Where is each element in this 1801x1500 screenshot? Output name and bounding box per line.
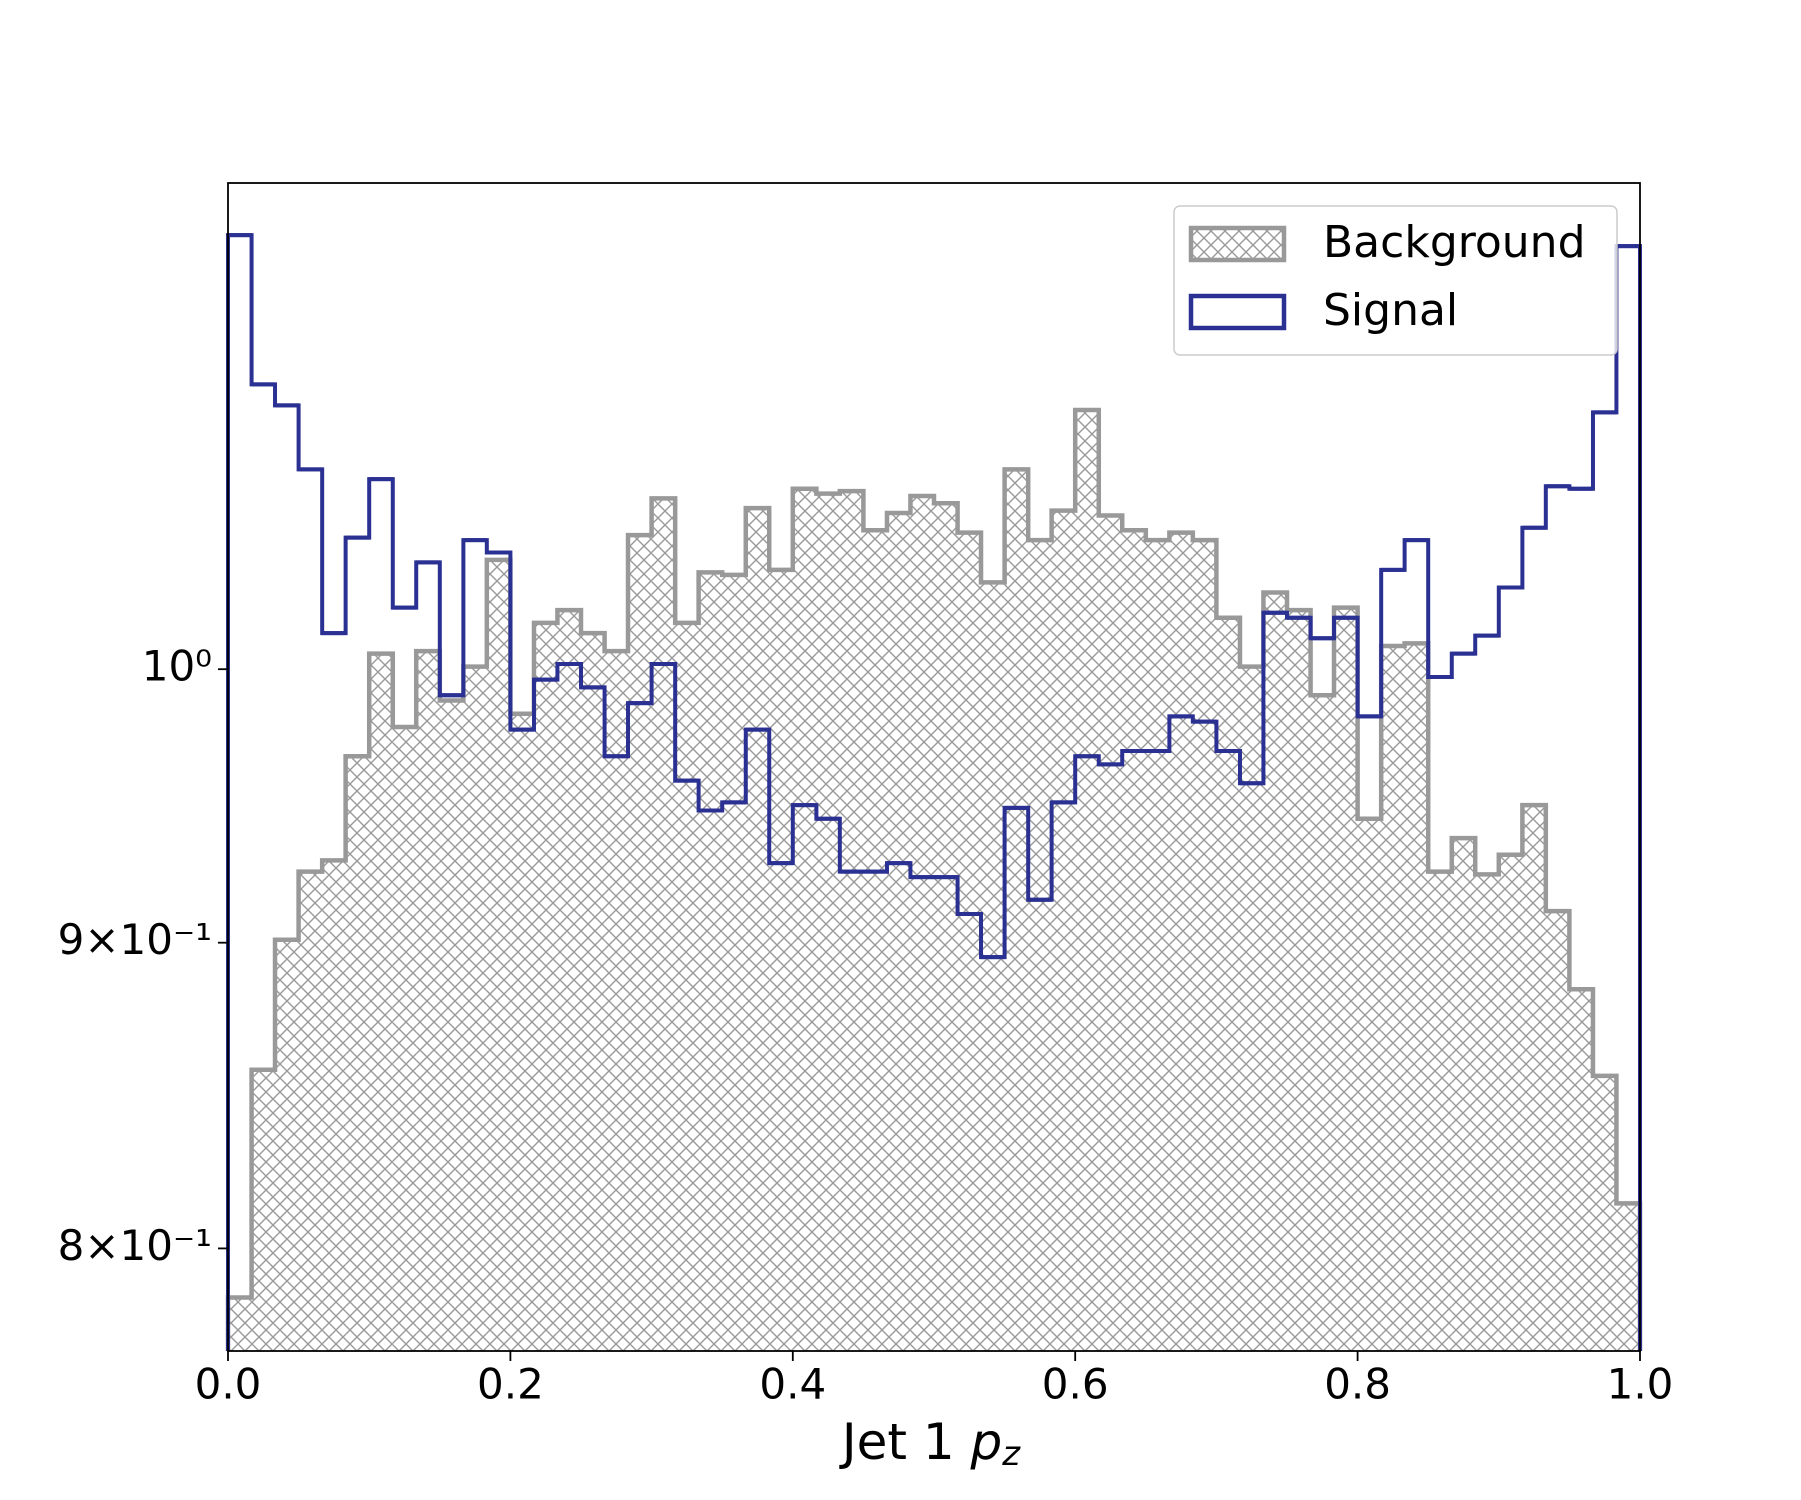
bar: [510, 713, 534, 1351]
bar: [1310, 695, 1335, 1351]
bar: [1451, 838, 1476, 1351]
bar: [275, 939, 299, 1351]
bar: [1122, 530, 1146, 1351]
legend: Background Signal: [1173, 205, 1618, 356]
bar: [1169, 532, 1193, 1351]
bar: [1569, 989, 1593, 1351]
bar: [1381, 645, 1405, 1351]
bar: [392, 726, 417, 1351]
bar: [369, 653, 393, 1351]
x-tick-label: 0.8: [1324, 1360, 1391, 1409]
bar: [581, 633, 605, 1351]
bar: [1263, 592, 1287, 1351]
bar: [675, 622, 699, 1351]
bar: [604, 651, 629, 1351]
axes-frame: [227, 182, 1641, 1352]
bar: [934, 503, 958, 1351]
bar: [839, 491, 864, 1352]
bar: [1028, 540, 1052, 1351]
bar: [1404, 643, 1429, 1351]
x-tick-label: 0.2: [477, 1360, 544, 1409]
bar: [1522, 805, 1546, 1351]
bar: [910, 496, 934, 1351]
legend-label: Signal: [1323, 285, 1458, 336]
bar: [957, 532, 982, 1351]
legend-swatch: [1188, 293, 1287, 331]
legend-swatch: [1188, 225, 1287, 263]
bar: [228, 1297, 252, 1351]
bar: [345, 756, 370, 1351]
y-tick-label: 10⁰: [142, 642, 212, 691]
bar: [1545, 911, 1570, 1351]
legend-label: Background: [1323, 217, 1586, 268]
bar: [1004, 469, 1029, 1352]
bar: [769, 569, 793, 1351]
bar: [557, 610, 581, 1351]
bar: [322, 860, 346, 1351]
bar: [651, 498, 676, 1351]
bar: [1357, 818, 1382, 1351]
bar: [298, 871, 323, 1351]
bar: [745, 508, 770, 1351]
bar: [1475, 874, 1499, 1351]
bar: [486, 559, 511, 1351]
bar: [698, 572, 723, 1351]
bar: [1616, 1203, 1640, 1351]
x-tick-label: 0.6: [1042, 1360, 1109, 1409]
bar: [1075, 410, 1099, 1351]
bar: [1592, 1075, 1617, 1351]
x-tick-label: 0.4: [759, 1360, 826, 1409]
bar: [792, 488, 817, 1351]
bar: [251, 1069, 276, 1351]
bar: [1145, 540, 1170, 1351]
y-tick-label: 8×10⁻¹: [58, 1221, 212, 1270]
bar: [628, 535, 652, 1351]
bar: [1334, 607, 1358, 1351]
bar: [1216, 617, 1240, 1351]
bar: [1498, 854, 1523, 1351]
bar: [981, 582, 1005, 1351]
x-tick-label: 0.0: [195, 1360, 262, 1409]
bar: [416, 651, 440, 1351]
x-axis-label: Jet 1 pz: [839, 1413, 1021, 1474]
bar: [863, 530, 887, 1351]
bar: [1098, 515, 1123, 1351]
bar: [722, 574, 746, 1351]
bar: [816, 493, 840, 1351]
bar: [1287, 610, 1311, 1351]
x-tick-label: 1.0: [1607, 1360, 1674, 1409]
bar: [463, 666, 487, 1351]
bar: [1192, 540, 1217, 1351]
bar: [1051, 510, 1076, 1351]
bar: [1239, 666, 1264, 1351]
bar: [1428, 871, 1452, 1351]
bar: [886, 513, 911, 1351]
bar: [533, 622, 558, 1351]
bar: [439, 700, 464, 1351]
y-tick-label: 9×10⁻¹: [58, 915, 212, 964]
